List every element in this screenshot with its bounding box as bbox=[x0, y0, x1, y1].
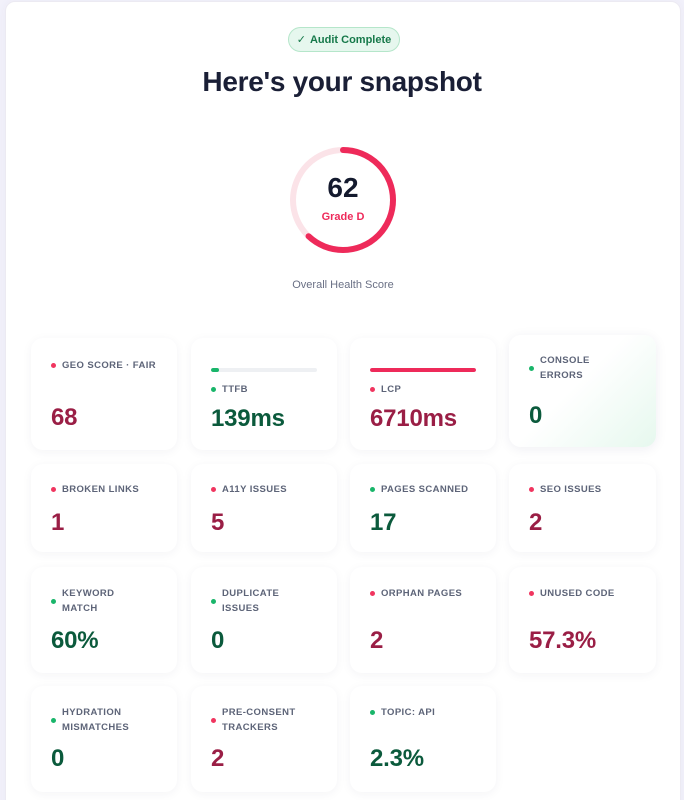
audit-complete-badge: ✓ Audit Complete bbox=[288, 27, 400, 52]
audit-complete-label: Audit Complete bbox=[309, 33, 392, 46]
metric-progress-bar bbox=[211, 368, 317, 372]
health-score-grade: Grade D bbox=[321, 211, 365, 223]
status-dot-icon bbox=[51, 487, 56, 492]
page-title: Here's your snapshot bbox=[202, 66, 482, 97]
metric-label: BROKEN LINKS bbox=[62, 484, 140, 495]
metric-label-line: MISMATCHES bbox=[62, 722, 130, 733]
metric-card-lcp: LCP 6710ms bbox=[350, 338, 496, 450]
metric-label: KEYWORD MATCH bbox=[62, 586, 114, 616]
status-dot-icon bbox=[51, 717, 56, 723]
metric-label-row: LCP bbox=[370, 382, 486, 397]
status-dot-icon bbox=[211, 487, 216, 492]
metric-label: SEO ISSUES bbox=[540, 484, 602, 495]
metric-value: 6710ms bbox=[370, 405, 457, 432]
metric-progress-bar bbox=[370, 368, 476, 372]
metric-card-geo: GEO SCORE · FAIR 68 bbox=[31, 338, 177, 450]
status-dot-icon bbox=[529, 487, 534, 492]
metric-card-orphan: ORPHAN PAGES 2 bbox=[350, 567, 496, 673]
metric-label: GEO SCORE · FAIR bbox=[62, 360, 157, 371]
metric-label-row: A11Y ISSUES bbox=[211, 482, 327, 497]
status-dot-icon bbox=[51, 363, 56, 368]
metric-label: A11Y ISSUES bbox=[222, 484, 287, 495]
metric-label: PAGES SCANNED bbox=[381, 484, 469, 495]
metric-label-line: MATCH bbox=[62, 603, 98, 614]
metric-value: 2 bbox=[529, 509, 543, 536]
metric-label: TTFB bbox=[222, 384, 248, 395]
status-dot-icon bbox=[370, 591, 375, 596]
metric-label-line: TRACKERS bbox=[222, 722, 278, 733]
status-dot-icon bbox=[370, 487, 375, 492]
status-dot-icon bbox=[211, 598, 216, 604]
metric-card-ttfb: TTFB 139ms bbox=[191, 338, 337, 450]
metric-card-seo: SEO ISSUES 2 bbox=[509, 464, 656, 552]
metric-label: PRE-CONSENT TRACKERS bbox=[222, 705, 296, 735]
metric-label-row: HYDRATION MISMATCHES bbox=[51, 705, 167, 735]
health-score-ring bbox=[288, 145, 398, 255]
metric-label-row: SEO ISSUES bbox=[529, 482, 646, 497]
metric-value: 0 bbox=[529, 402, 543, 429]
metric-card-a11y: A11Y ISSUES 5 bbox=[191, 464, 337, 552]
status-dot-icon bbox=[529, 365, 534, 371]
metric-label-row: KEYWORD MATCH bbox=[51, 586, 167, 616]
metric-progress-fill bbox=[370, 368, 476, 372]
metric-value: 60% bbox=[51, 627, 99, 654]
metric-value: 5 bbox=[211, 509, 225, 536]
metric-value: 68 bbox=[51, 404, 78, 431]
metric-label: CONSOLE ERRORS bbox=[540, 353, 590, 383]
metric-value: 2.3% bbox=[370, 745, 424, 772]
metric-card-unused: UNUSED CODE 57.3% bbox=[509, 567, 656, 673]
metric-label-row: PAGES SCANNED bbox=[370, 482, 486, 497]
status-dot-icon bbox=[370, 387, 375, 392]
status-dot-icon bbox=[370, 710, 375, 715]
metric-card-pages-scanned: PAGES SCANNED 17 bbox=[350, 464, 496, 552]
metric-label-row: TOPIC: API bbox=[370, 705, 486, 720]
metric-label-row: DUPLICATE ISSUES bbox=[211, 586, 327, 616]
metric-card-topic: TOPIC: API 2.3% bbox=[350, 686, 496, 792]
metric-value: 139ms bbox=[211, 405, 285, 432]
metric-label-row: TTFB bbox=[211, 382, 327, 397]
metric-card-console: CONSOLE ERRORS 0 bbox=[509, 335, 656, 447]
check-icon: ✓ bbox=[296, 34, 306, 46]
metric-label-line: DUPLICATE bbox=[222, 588, 280, 599]
score-ring-arc bbox=[290, 147, 396, 253]
metric-label-row: GEO SCORE · FAIR bbox=[51, 358, 167, 373]
metric-card-broken-links: BROKEN LINKS 1 bbox=[31, 464, 177, 552]
metric-label-row: CONSOLE ERRORS bbox=[529, 353, 646, 383]
health-score-caption: Overall Health Score bbox=[292, 279, 394, 291]
metric-label: TOPIC: API bbox=[381, 707, 436, 718]
status-dot-icon bbox=[211, 387, 216, 392]
metric-label-line: PRE-CONSENT bbox=[222, 707, 296, 718]
metric-label-line: KEYWORD bbox=[62, 588, 115, 599]
metric-value: 0 bbox=[51, 745, 65, 772]
metric-value: 2 bbox=[370, 627, 384, 654]
metric-label: HYDRATION MISMATCHES bbox=[62, 705, 129, 735]
metric-value: 17 bbox=[370, 509, 397, 536]
metric-label-line: CONSOLE bbox=[540, 355, 590, 366]
metric-label: LCP bbox=[381, 384, 402, 395]
metric-value: 2 bbox=[211, 745, 225, 772]
metric-card-hydration: HYDRATION MISMATCHES 0 bbox=[31, 686, 177, 792]
metric-label-line: ERRORS bbox=[540, 370, 584, 381]
status-dot-icon bbox=[51, 598, 56, 604]
status-dot-icon bbox=[529, 591, 534, 596]
metric-card-pre-consent: PRE-CONSENT TRACKERS 2 bbox=[191, 686, 337, 792]
metric-label-row: PRE-CONSENT TRACKERS bbox=[211, 705, 327, 735]
metric-label-line: ISSUES bbox=[222, 603, 260, 614]
metric-card-keyword: KEYWORD MATCH 60% bbox=[31, 567, 177, 673]
metric-value: 57.3% bbox=[529, 627, 597, 654]
status-dot-icon bbox=[211, 717, 216, 723]
metric-label: ORPHAN PAGES bbox=[381, 588, 463, 599]
metric-label: DUPLICATE ISSUES bbox=[222, 586, 279, 616]
metric-label-row: ORPHAN PAGES bbox=[370, 586, 486, 601]
metric-label-row: BROKEN LINKS bbox=[51, 482, 167, 497]
metric-label-line: HYDRATION bbox=[62, 707, 122, 718]
metric-card-duplicate: DUPLICATE ISSUES 0 bbox=[191, 567, 337, 673]
metric-value: 0 bbox=[211, 627, 225, 654]
metric-value: 1 bbox=[51, 509, 65, 536]
health-score-value: 62 bbox=[327, 172, 359, 203]
metric-progress-fill bbox=[211, 368, 220, 372]
metric-label-row: UNUSED CODE bbox=[529, 586, 646, 601]
metric-label: UNUSED CODE bbox=[540, 588, 615, 599]
